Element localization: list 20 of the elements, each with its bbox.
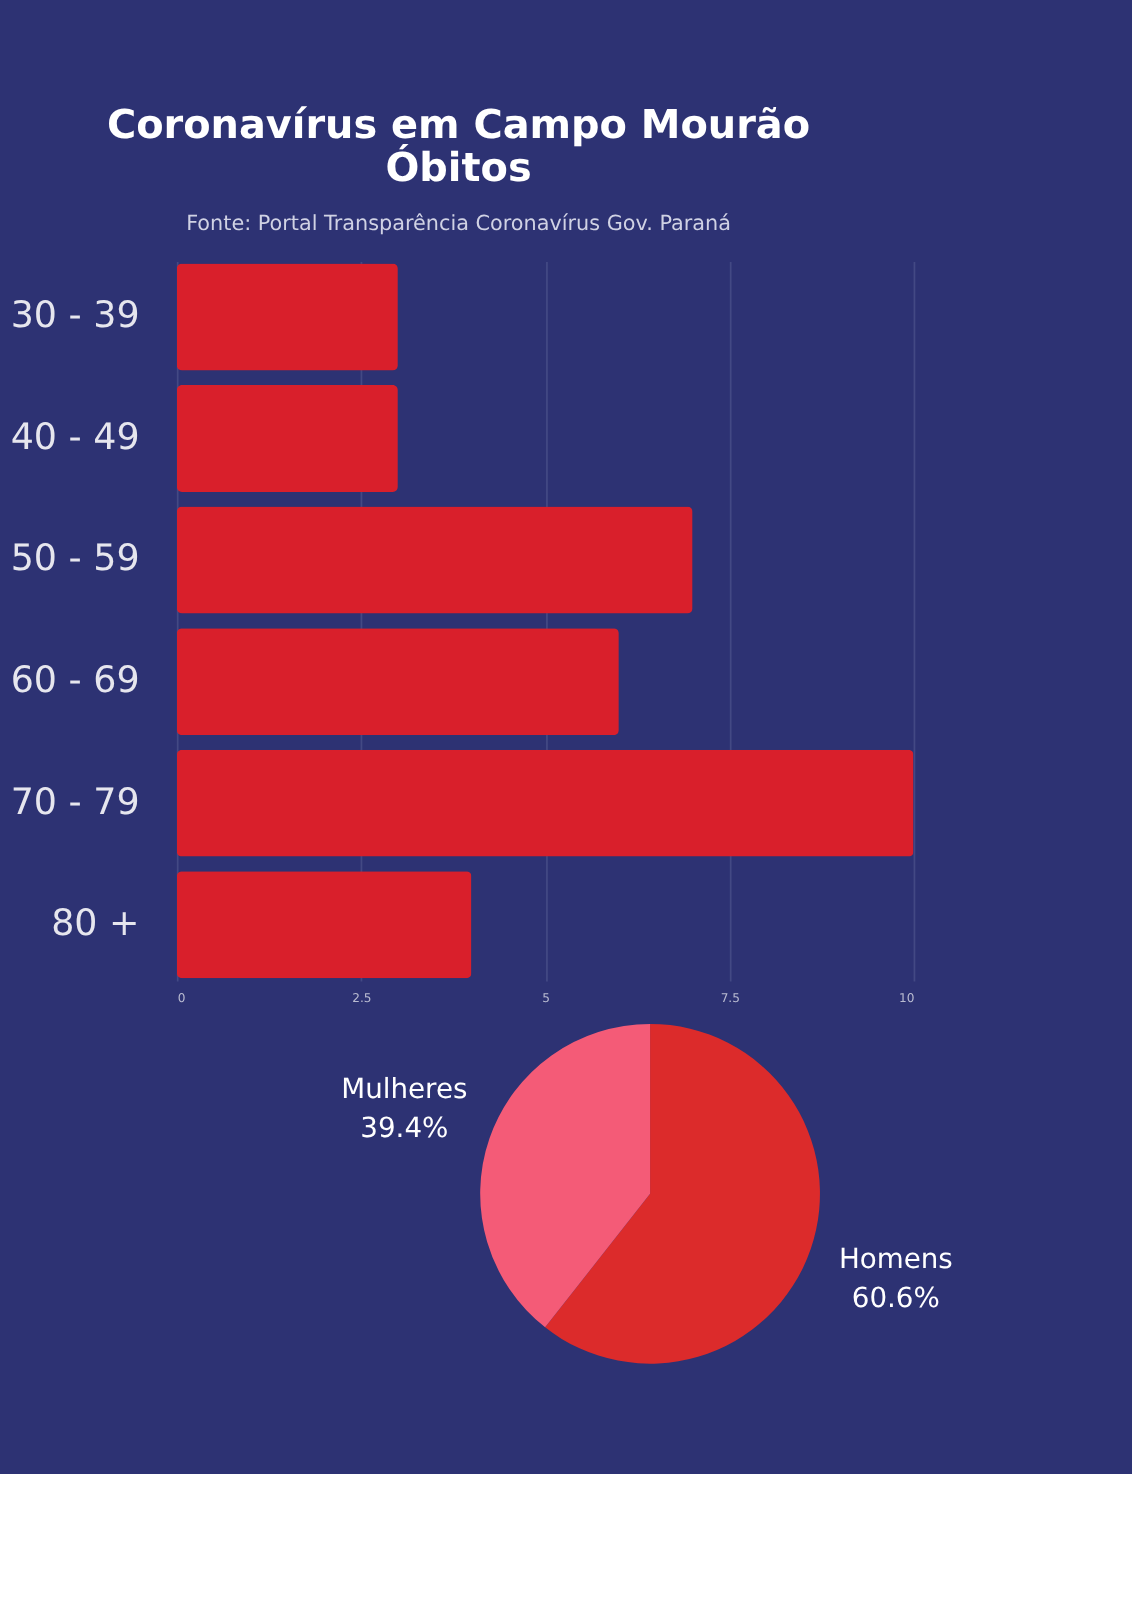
bar <box>176 749 914 857</box>
y-tick-label: 30 - 39 <box>10 295 140 338</box>
source-note: Fonte: Portal Transparência Coronavírus Gov. Paraná <box>186 211 731 236</box>
slice-label: Homens <box>838 1244 953 1277</box>
y-tick-label: 80 + <box>51 903 140 946</box>
y-tick-label: 50 - 59 <box>10 538 140 581</box>
bar <box>176 871 472 979</box>
slice-label: Mulheres <box>341 1074 468 1107</box>
pie-slice <box>545 1023 820 1364</box>
bar <box>176 628 619 736</box>
pie-slice <box>480 1023 651 1328</box>
bar <box>176 506 693 614</box>
chart-subtitle: Óbitos <box>385 143 532 192</box>
y-tick-label: 40 - 49 <box>10 416 140 459</box>
y-tick-label: 70 - 79 <box>10 781 140 824</box>
data-label: 60.6% <box>851 1282 940 1315</box>
data-label: 39.4% <box>360 1112 449 1145</box>
bar <box>176 385 398 493</box>
y-tick-label: 60 - 69 <box>10 660 140 703</box>
bar <box>176 263 398 371</box>
